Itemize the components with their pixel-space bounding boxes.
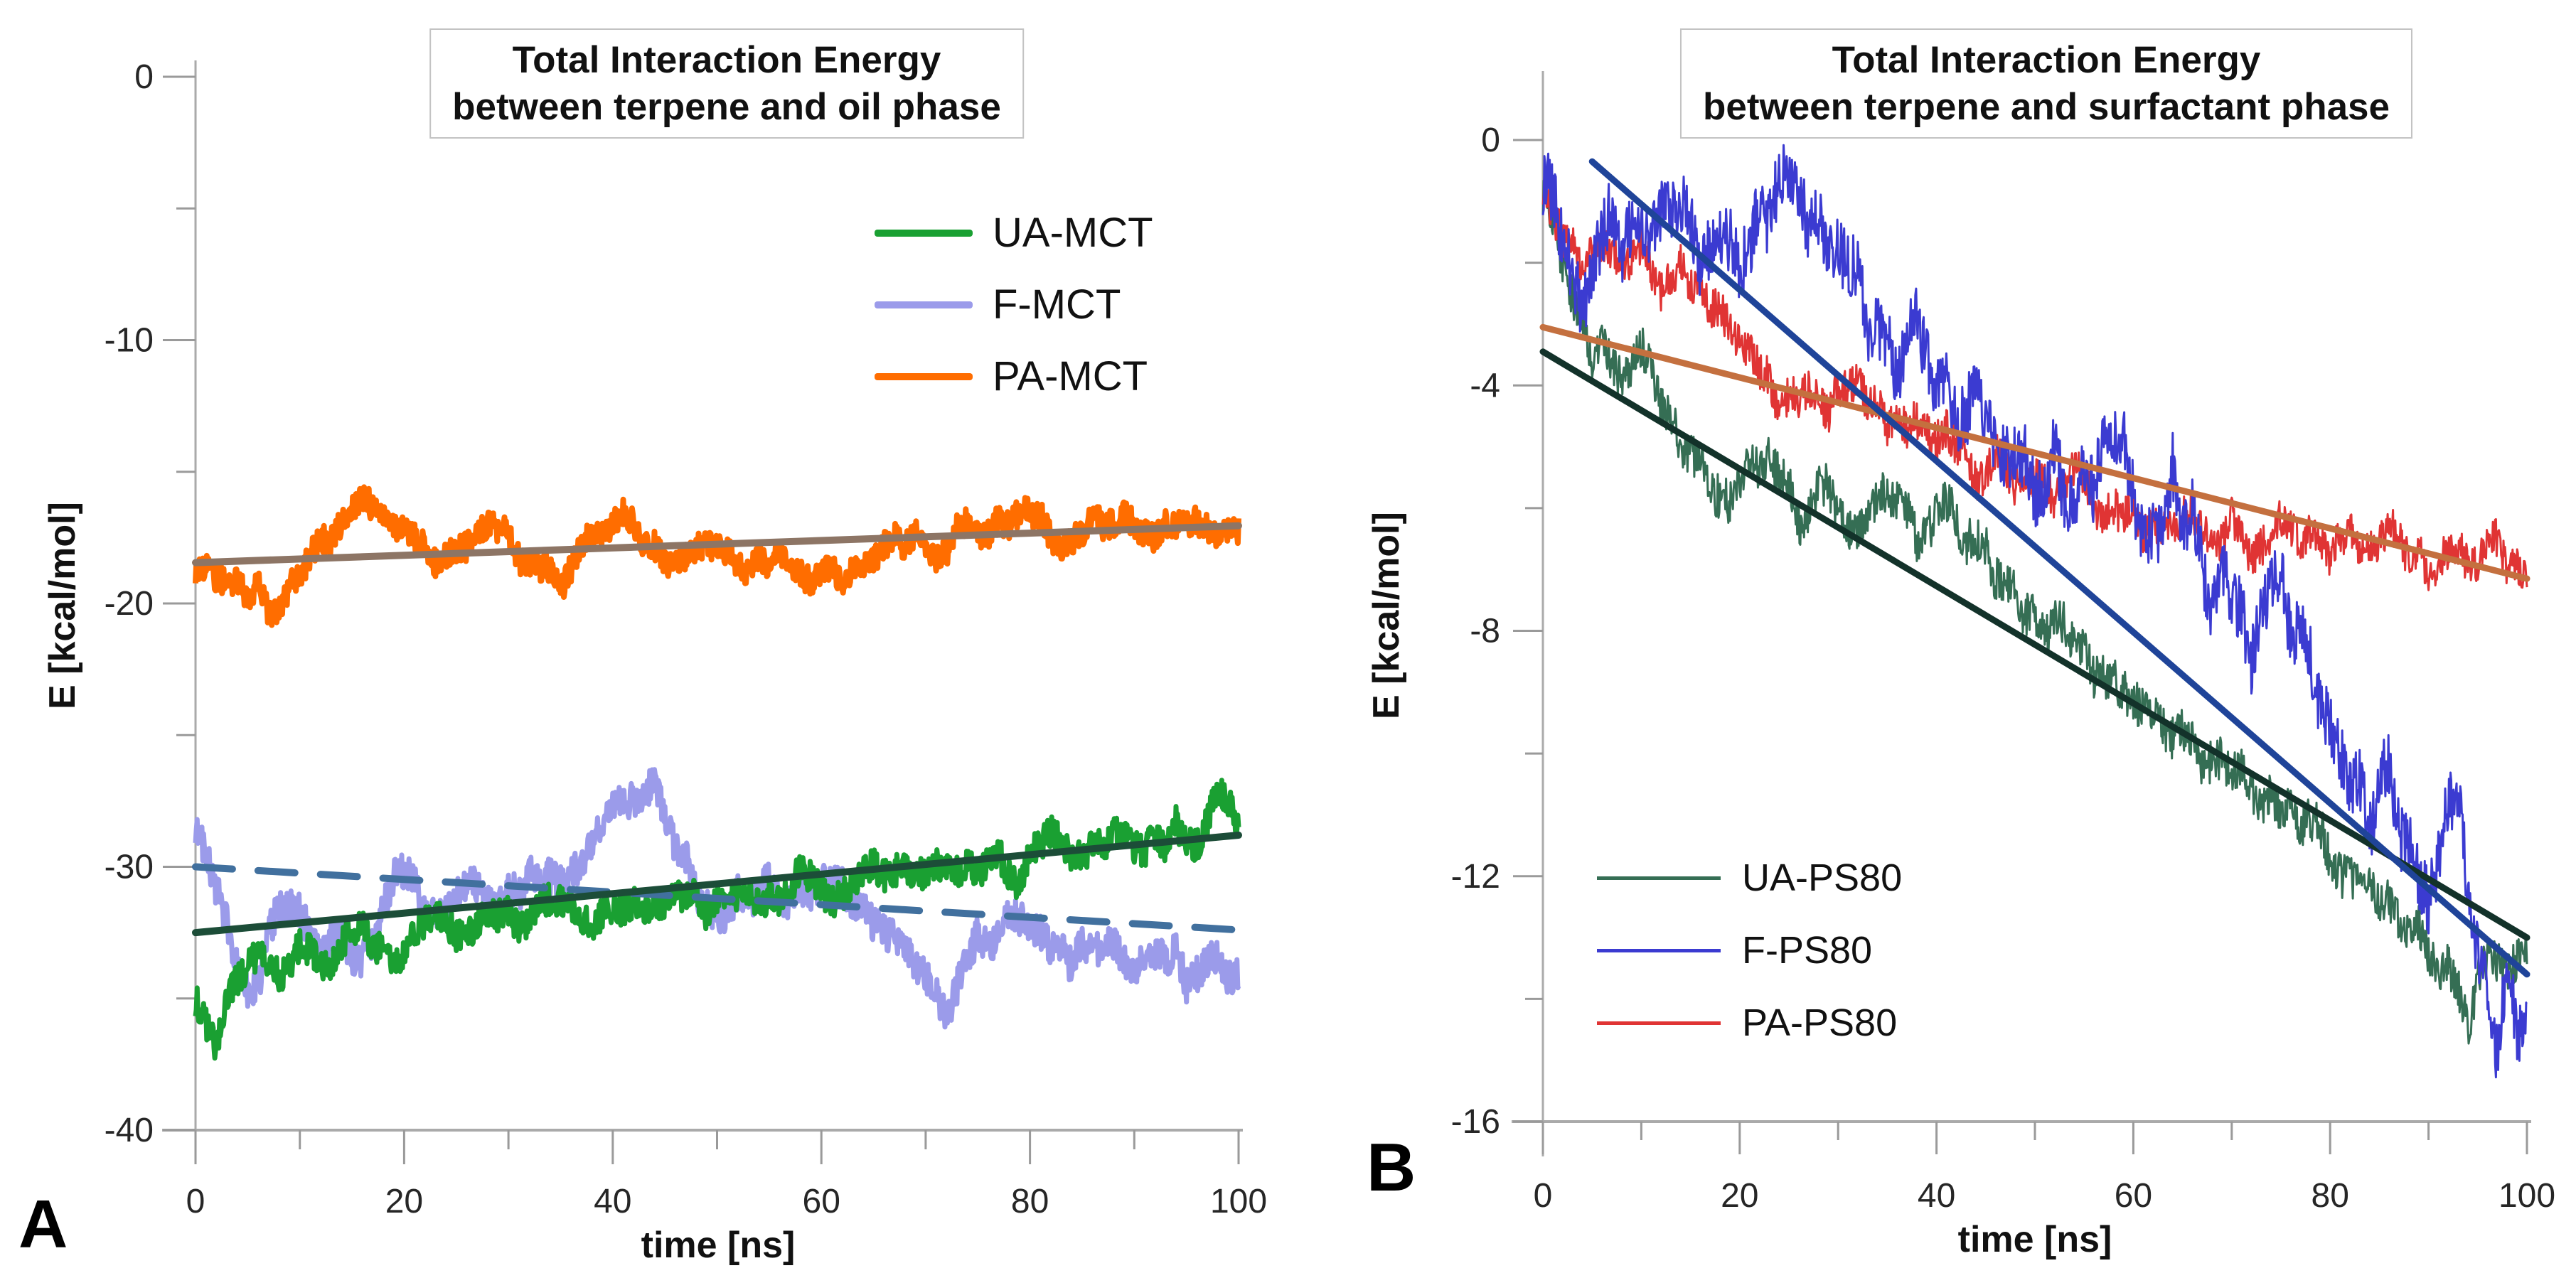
fit-line-f-ps80 [1588,158,2530,978]
chart-a-x-axis-title: time [ns] [641,1225,796,1266]
chart-a-y-axis-title: E [kcal/mol] [42,502,83,709]
y-tick-label: -10 [105,322,154,360]
x-tick-label: 40 [1918,1177,1955,1215]
chart-b-x-axis-title: time [ns] [1957,1219,2112,1260]
y-tick-label: -40 [105,1112,154,1149]
fit-line-pa-mct [192,522,1242,566]
chart-b-title: Total Interaction Energy between terpene… [1679,28,2413,139]
f-mct-line-swatch [875,301,973,308]
chart-b-legend: UA-PS80 F-PS80 PA-PS80 [1597,856,1902,1073]
chart-b-title-line2: between terpene and surfactant phase [1702,85,2390,128]
x-tick-label: 20 [1721,1177,1758,1215]
chart-a-title: Total Interaction Energy between terpene… [429,28,1024,139]
y-tick-label: -16 [1451,1103,1500,1141]
panel-b-letter: B [1367,1129,1416,1205]
y-tick-label: 0 [1481,122,1500,159]
x-tick-label: 100 [1210,1183,1267,1220]
fit-line-ua-ps80 [1539,348,2530,941]
legend-item-f-mct: F-MCT [875,281,1153,328]
y-tick-label: -30 [105,849,154,886]
x-tick-label: 80 [1011,1183,1049,1220]
x-tick-label: 60 [803,1183,840,1220]
y-tick-label: -4 [1470,367,1500,404]
fit-line-pa-ps80 [1539,323,2530,582]
panel-a-letter: A [18,1186,68,1262]
legend-label: F-PS80 [1742,929,1873,972]
x-tick-label: 60 [2115,1177,2152,1215]
legend-label: UA-MCT [993,210,1153,256]
x-tick-label: 80 [2312,1177,2349,1215]
pa-mct-line-swatch [875,372,973,380]
legend-item-ua-ps80: UA-PS80 [1597,856,1902,900]
fit-line-f-mct [192,863,1242,934]
legend-label: UA-PS80 [1742,856,1903,899]
legend-label: PA-PS80 [1742,1001,1898,1044]
legend-label: PA-MCT [993,353,1148,399]
series-trace-ua-ps80 [1541,179,2528,1045]
x-tick-label: 100 [2498,1177,2555,1215]
chart-b-title-line1: Total Interaction Energy [1832,39,2261,81]
series-trace-f-ps80 [1541,144,2528,1079]
f-ps80-line-swatch [1597,948,1721,952]
ua-ps80-line-swatch [1597,876,1721,880]
legend-item-f-ps80: F-PS80 [1597,928,1902,972]
x-tick-label: 0 [1534,1177,1553,1215]
chart-a-legend: UA-MCT F-MCT PA-MCT [875,209,1153,424]
y-tick-label: -8 [1470,613,1500,650]
legend-item-pa-mct: PA-MCT [875,353,1153,400]
legend-label: F-MCT [993,281,1121,328]
x-tick-label: 40 [594,1183,631,1220]
chart-a-title-line2: between terpene and oil phase [452,85,1001,128]
ua-mct-line-swatch [875,229,973,237]
fit-line-ua-mct [192,832,1242,937]
chart-A: 0 -10 -20 -30 -40 0 20 40 60 80 100 [105,58,1267,1220]
chart-B: 0 -4 -8 -12 -16 0 20 40 60 80 100 [1451,71,2555,1215]
legend-item-ua-mct: UA-MCT [875,209,1153,257]
pa-ps80-line-swatch [1597,1021,1721,1025]
chart-a-title-line1: Total Interaction Energy [512,39,941,81]
x-tick-label: 0 [186,1183,205,1220]
y-tick-label: -12 [1451,858,1500,896]
chart-b-y-axis-title: E [kcal/mol] [1366,512,1407,719]
x-tick-label: 20 [385,1183,423,1220]
legend-item-pa-ps80: PA-PS80 [1597,1001,1902,1045]
y-tick-label: -20 [105,585,154,623]
y-tick-label: 0 [134,58,154,96]
